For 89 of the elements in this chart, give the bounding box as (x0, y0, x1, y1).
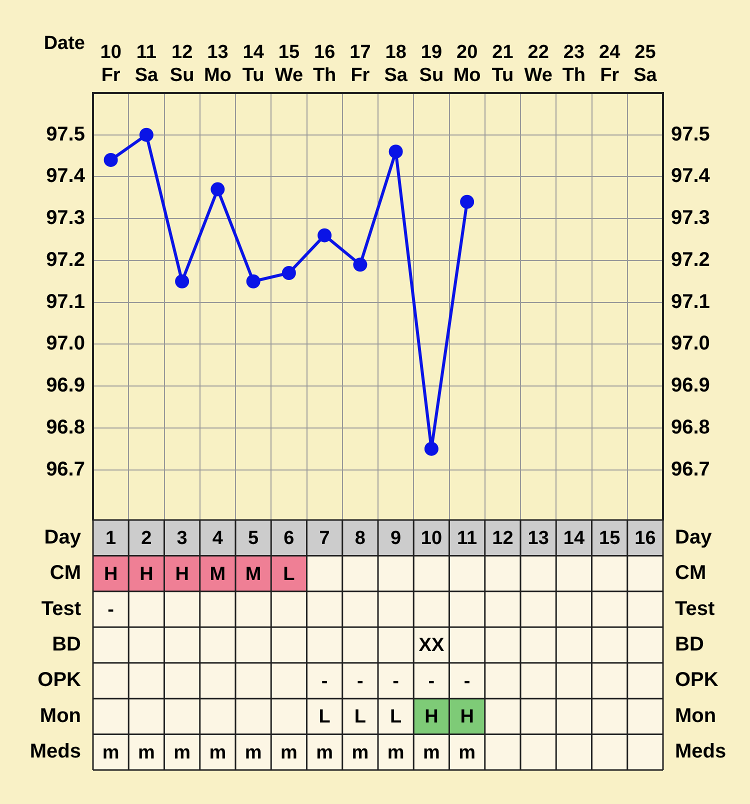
x-tick-label: 22 We (524, 42, 552, 86)
text: 5 (248, 528, 259, 550)
text: 9 (390, 528, 402, 550)
y-tick-label: Test (675, 598, 715, 620)
text: - (321, 670, 328, 692)
y-tick-label: 96.8 (46, 416, 85, 438)
point (139, 128, 154, 142)
text: H (104, 564, 118, 585)
text: - (464, 670, 470, 692)
x-tick-label: 13 Mo (204, 42, 232, 86)
point (388, 144, 403, 159)
y-tick-label: OPK (675, 669, 719, 692)
y-tick-label: 97.2 (46, 248, 85, 271)
text: 6 (284, 528, 294, 550)
text: 15 (598, 528, 620, 550)
text: 4 (212, 528, 223, 550)
y-tick-label: 97.1 (46, 290, 85, 313)
text: H (424, 706, 438, 728)
x-tick-label: 21 Tu (492, 42, 514, 86)
text: XX (418, 635, 444, 656)
x-tick-label: 18 Sa (384, 42, 408, 86)
text: 7 (319, 528, 330, 550)
point (353, 258, 368, 272)
y-tick-label: 97.0 (46, 332, 85, 355)
point (104, 152, 118, 167)
point (210, 182, 225, 196)
text: L (354, 706, 366, 728)
x-tick-label: 16 Th (312, 42, 336, 86)
x-tick-label: 24 Fr (598, 42, 621, 86)
y-tick-label: 97.5 (46, 123, 85, 146)
x-tick-label: 25 Sa (634, 42, 658, 86)
point (246, 274, 260, 288)
text: 3 (176, 528, 188, 550)
text: 2 (141, 528, 152, 550)
x-tick-label: 23 Th (562, 42, 586, 86)
text: m (102, 742, 120, 764)
text: 1 (106, 528, 116, 550)
text: H (140, 564, 154, 585)
x-tick-label: 15 We (274, 42, 304, 86)
y-tick-label: 96.9 (46, 374, 85, 397)
y-tick-label: 97.3 (46, 207, 85, 230)
text: 14 (563, 528, 585, 550)
x-tick-label: 12 Su (170, 42, 194, 86)
text: m (244, 742, 262, 764)
text: M (210, 564, 226, 585)
text: H (460, 706, 474, 728)
text: H (175, 564, 189, 585)
text: L (318, 706, 330, 728)
text: m (422, 742, 440, 764)
text: M (245, 564, 262, 585)
text: m (352, 742, 369, 764)
text: 16 (634, 528, 656, 550)
text: 8 (354, 528, 366, 550)
text: m (209, 742, 226, 764)
text: 10 (420, 528, 442, 550)
point (460, 194, 474, 209)
x-tick-label: 19 Su (419, 42, 444, 86)
text: - (108, 600, 114, 621)
y-tick-label: Day (675, 526, 713, 548)
point (282, 266, 296, 280)
text: 11 (457, 528, 478, 550)
text: - (392, 670, 399, 692)
y-tick-label: 97.4 (46, 165, 86, 188)
x-tick-label: 14 Tu (242, 42, 264, 86)
x-tick-label: 11 Sa (134, 42, 158, 86)
text: L (283, 564, 295, 585)
point (175, 274, 190, 288)
text: m (138, 742, 155, 764)
y-tick-label: Meds (675, 740, 726, 763)
x-tick-label: 10 Fr (100, 42, 122, 86)
text: 12 (492, 528, 514, 550)
text: L (390, 706, 402, 728)
x-tick-label: 17 Fr (350, 42, 371, 86)
y-tick-label: BD (675, 634, 704, 656)
text: - (357, 670, 364, 692)
y-tick-label: 96.7 (46, 458, 85, 480)
text: m (458, 742, 476, 764)
text: - (428, 670, 435, 692)
y-tick-label: CM (675, 562, 706, 584)
x-tick-label: 20 Mo (453, 42, 481, 86)
y-tick-label: Mon (675, 704, 716, 727)
text: m (316, 742, 334, 764)
x-axis-title: Date (44, 33, 85, 54)
point (424, 442, 438, 456)
text: 13 (528, 528, 549, 550)
point (318, 228, 332, 242)
text: m (174, 742, 191, 764)
text: m (387, 742, 404, 764)
text: m (280, 742, 298, 764)
